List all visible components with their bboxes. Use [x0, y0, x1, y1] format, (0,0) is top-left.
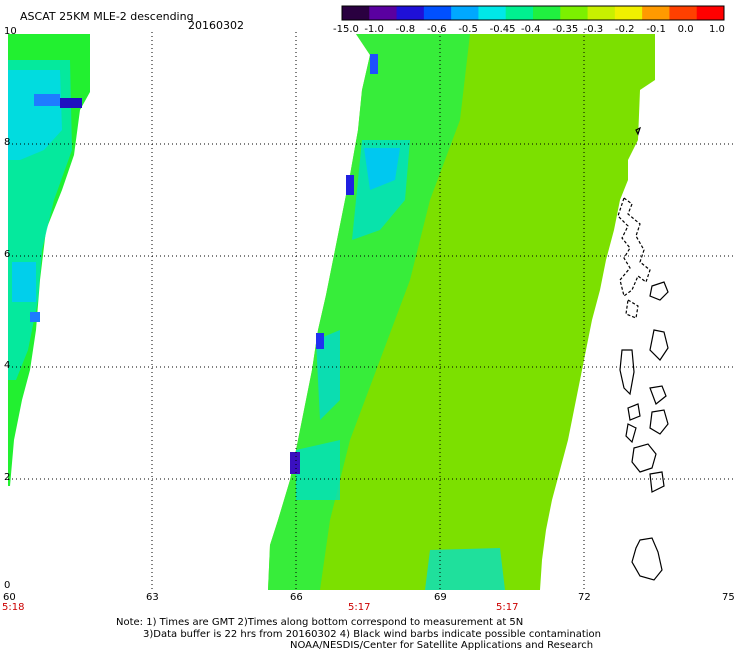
y-tick-label: 8	[4, 137, 11, 148]
footer-note-2: 3)Data buffer is 22 hrs from 20160302 4)…	[143, 629, 601, 640]
grid	[8, 32, 735, 590]
x-tick-label: 75	[722, 592, 735, 603]
colorbar-swatch	[478, 6, 507, 20]
colorbar-label: -0.35	[552, 24, 579, 35]
main-swath	[268, 34, 655, 590]
x-tick-label: 66	[290, 592, 303, 603]
footer-credit: NOAA/NESDIS/Center for Satellite Applica…	[290, 640, 594, 651]
y-tick-label: 2	[4, 472, 11, 483]
colorbar-border	[341, 5, 725, 21]
colorbar-label: 0.0	[677, 24, 694, 35]
y-tick-label: 4	[4, 360, 11, 371]
islands-outline	[617, 126, 669, 581]
colorbar-swatch	[560, 6, 589, 20]
colorbar-label: 1.0	[709, 24, 725, 35]
colorbar-label: -0.8	[395, 24, 416, 35]
colorbar-swatch	[369, 6, 398, 20]
colorbar-swatch	[342, 6, 370, 20]
colorbar-swatch	[451, 6, 479, 20]
y-tick-label: 6	[4, 249, 11, 260]
colorbar-swatch	[614, 6, 643, 20]
x-tick-label: 72	[578, 592, 591, 603]
colorbar-swatch	[423, 6, 452, 20]
colorbar-swatch	[587, 6, 616, 20]
colorbar-label: -1.0	[364, 24, 384, 35]
pass-time-label: 5:18	[2, 602, 25, 613]
colorbar-label: -0.1	[646, 24, 666, 35]
y-tick-label: 0	[4, 580, 11, 591]
colorbar-label: -0.6	[427, 24, 447, 35]
colorbar-label: -0.45	[489, 24, 516, 35]
x-tick-label: 63	[146, 592, 159, 603]
colorbar-swatch	[642, 6, 670, 20]
colorbar	[341, 5, 725, 21]
colorbar-swatch	[696, 6, 725, 20]
left-swath	[8, 34, 90, 486]
colorbar-label: -0.2	[615, 24, 635, 35]
map-title: ASCAT 25KM MLE-2 descending	[20, 10, 194, 23]
pass-time-label: 5:17	[348, 602, 371, 613]
colorbar-label: -0.4	[521, 24, 541, 35]
map-date: 20160302	[188, 19, 244, 32]
colorbar-swatch	[396, 6, 425, 20]
colorbar-swatch	[669, 6, 698, 20]
colorbar-label: -0.5	[458, 24, 478, 35]
x-tick-label: 60	[3, 592, 16, 603]
colorbar-label: -0.3	[583, 24, 604, 35]
colorbar-swatch	[533, 6, 561, 20]
pass-time-label: 5:17	[496, 602, 519, 613]
footer-note-1: Note: 1) Times are GMT 2)Times along bot…	[116, 617, 524, 628]
colorbar-label: -15.0	[333, 24, 359, 35]
y-tick-label: 10	[4, 26, 17, 37]
x-tick-label: 69	[434, 592, 447, 603]
colorbar-swatch	[505, 6, 534, 20]
